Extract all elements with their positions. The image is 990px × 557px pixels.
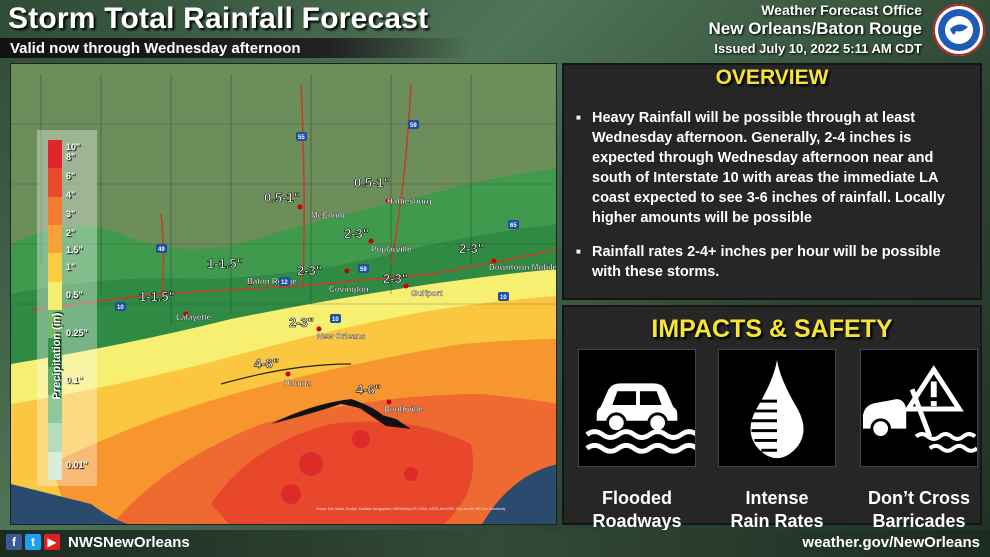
interstate-shield: 59 [408,120,419,129]
legend-tick-label: 1" [66,262,76,272]
rain-amount-label: 4-6" [254,356,279,371]
rain-amount-label: 2-3" [297,263,322,278]
rain-amount-label: 0.5-1" [354,175,390,190]
rain-amount-label: 1-1.5" [139,289,175,304]
footer-bar [0,530,990,557]
overview-panel: OVERVIEW Heavy Rainfall will be possible… [562,63,982,300]
office-label: Weather Forecast Office [761,2,922,18]
impacts-panel: IMPACTS & SAFETY Flooded Roadways [562,305,982,531]
city-label: New Orleans [317,332,366,341]
impact-label: Roadways [592,511,682,531]
rain-amount-label: 2-3" [289,315,314,330]
subtitle-bar [0,38,470,58]
facebook-icon[interactable]: f [6,534,22,550]
rain-amount-label: 0.5-1" [264,190,300,205]
city-label: Downtown Mobile [489,263,557,272]
barricade-warning-icon [860,349,979,467]
city-label: Baton Rouge [247,277,297,286]
rain-amount-label: 1-1.5" [207,256,243,271]
youtube-icon[interactable]: ▶ [44,534,60,550]
precipitation-legend: 10" 8" 6" 4" 3" 2" 1.5" 1" 0.5" 0.25" 0.1" 0.01" Pr… [37,130,97,486]
rain-amount-label: 2-3" [383,271,408,286]
rainfall-map: McComb Hattiesburg Poplarville Covington… [10,63,557,525]
flooded-car-icon [578,349,699,467]
interstate-shield: 49 [156,244,167,253]
svg-text:10: 10 [332,317,339,323]
overview-bullet: Heavy Rainfall will be possible through … [576,108,970,228]
impact-label: Barricades [872,511,966,531]
interstate-shield: 65 [508,220,519,229]
page-title: Storm Total Rainfall Forecast [8,2,429,35]
legend-tick-label: 10" [66,142,81,152]
city-label: Gulfport [411,289,443,298]
impact-flooded-roadways: Flooded Roadways [578,349,699,533]
impact-label: Flooded [602,488,672,508]
legend-tick-label: 8" [66,152,76,162]
city-label: McComb [311,211,345,220]
interstate-shield: 10 [330,314,341,323]
svg-text:12: 12 [281,280,288,286]
map-canvas: McComb Hattiesburg Poplarville Covington… [11,64,557,524]
rain-amount-label: 4-6" [356,382,381,397]
legend-tick-label: 0.01" [66,460,88,470]
svg-text:59: 59 [410,123,417,129]
overview-bullet: Rainfall rates 2-4+ inches per hour will… [576,242,970,282]
map-credits: Source: Esri, Maxar, GeoEye, Earthstar G… [316,507,506,511]
overview-heading: OVERVIEW [715,66,829,89]
city-label: Houma [284,379,312,388]
overview-list: Heavy Rainfall will be possible through … [576,108,970,282]
svg-text:10: 10 [500,295,507,301]
legend-tick-label: 2" [66,228,76,238]
interstate-shield: 12 [279,277,290,286]
impacts-heading: IMPACTS & SAFETY [651,315,893,343]
rain-amount-label: 2-3" [459,241,484,256]
legend-tick-label: 0.5" [66,290,83,300]
interstate-shield: 10 [498,292,509,301]
impact-intense-rain-rates: Intense Rain Rates [718,349,836,533]
impact-label: Rain Rates [730,511,824,531]
svg-text:55: 55 [298,135,305,141]
impact-label: Don’t Cross [867,488,970,508]
social-icons: f t ▶ [6,534,60,550]
svg-text:59: 59 [360,267,367,273]
legend-tick-label: 0.1" [66,375,83,385]
office-info: Weather Forecast Office New Orleans/Bato… [709,2,922,56]
interstate-shield: 10 [115,302,126,311]
city-label: Hattiesburg [387,197,432,206]
impact-dont-cross-barricades: Don’t Cross Barricades [860,349,979,533]
legend-tick-label: 0.25" [66,328,88,338]
legend-title: Precipitation (in) [51,312,63,400]
svg-text:10: 10 [117,305,124,311]
social-handle[interactable]: NWSNewOrleans [68,534,190,551]
impact-label: Intense [745,488,809,508]
legend-tick-label: 4" [66,190,76,200]
interstate-shield: 55 [296,132,307,141]
city-label: Boothville [384,405,423,414]
rain-amount-label: 2-3" [344,226,369,241]
svg-text:65: 65 [510,223,517,229]
city-label: Lafayette [176,313,212,322]
website-link[interactable]: weather.gov/NewOrleans [802,534,980,551]
office-name: New Orleans/Baton Rouge [708,19,922,38]
legend-tick-label: 3" [66,209,76,219]
issued-time: Issued July 10, 2022 5:11 AM CDT [714,41,922,56]
svg-text:49: 49 [158,247,165,253]
city-label: Poplarville [371,245,412,254]
page-subtitle: Valid now through Wednesday afternoon [10,40,301,57]
city-label: Covington [329,285,369,294]
legend-tick-label: 6" [66,171,76,181]
rain-drop-icon [718,349,836,467]
legend-tick-label: 1.5" [66,245,83,255]
twitter-icon[interactable]: t [25,534,41,550]
nws-logo-icon [933,4,985,56]
interstate-shield: 59 [358,264,369,273]
legend-color-bar [48,140,62,480]
